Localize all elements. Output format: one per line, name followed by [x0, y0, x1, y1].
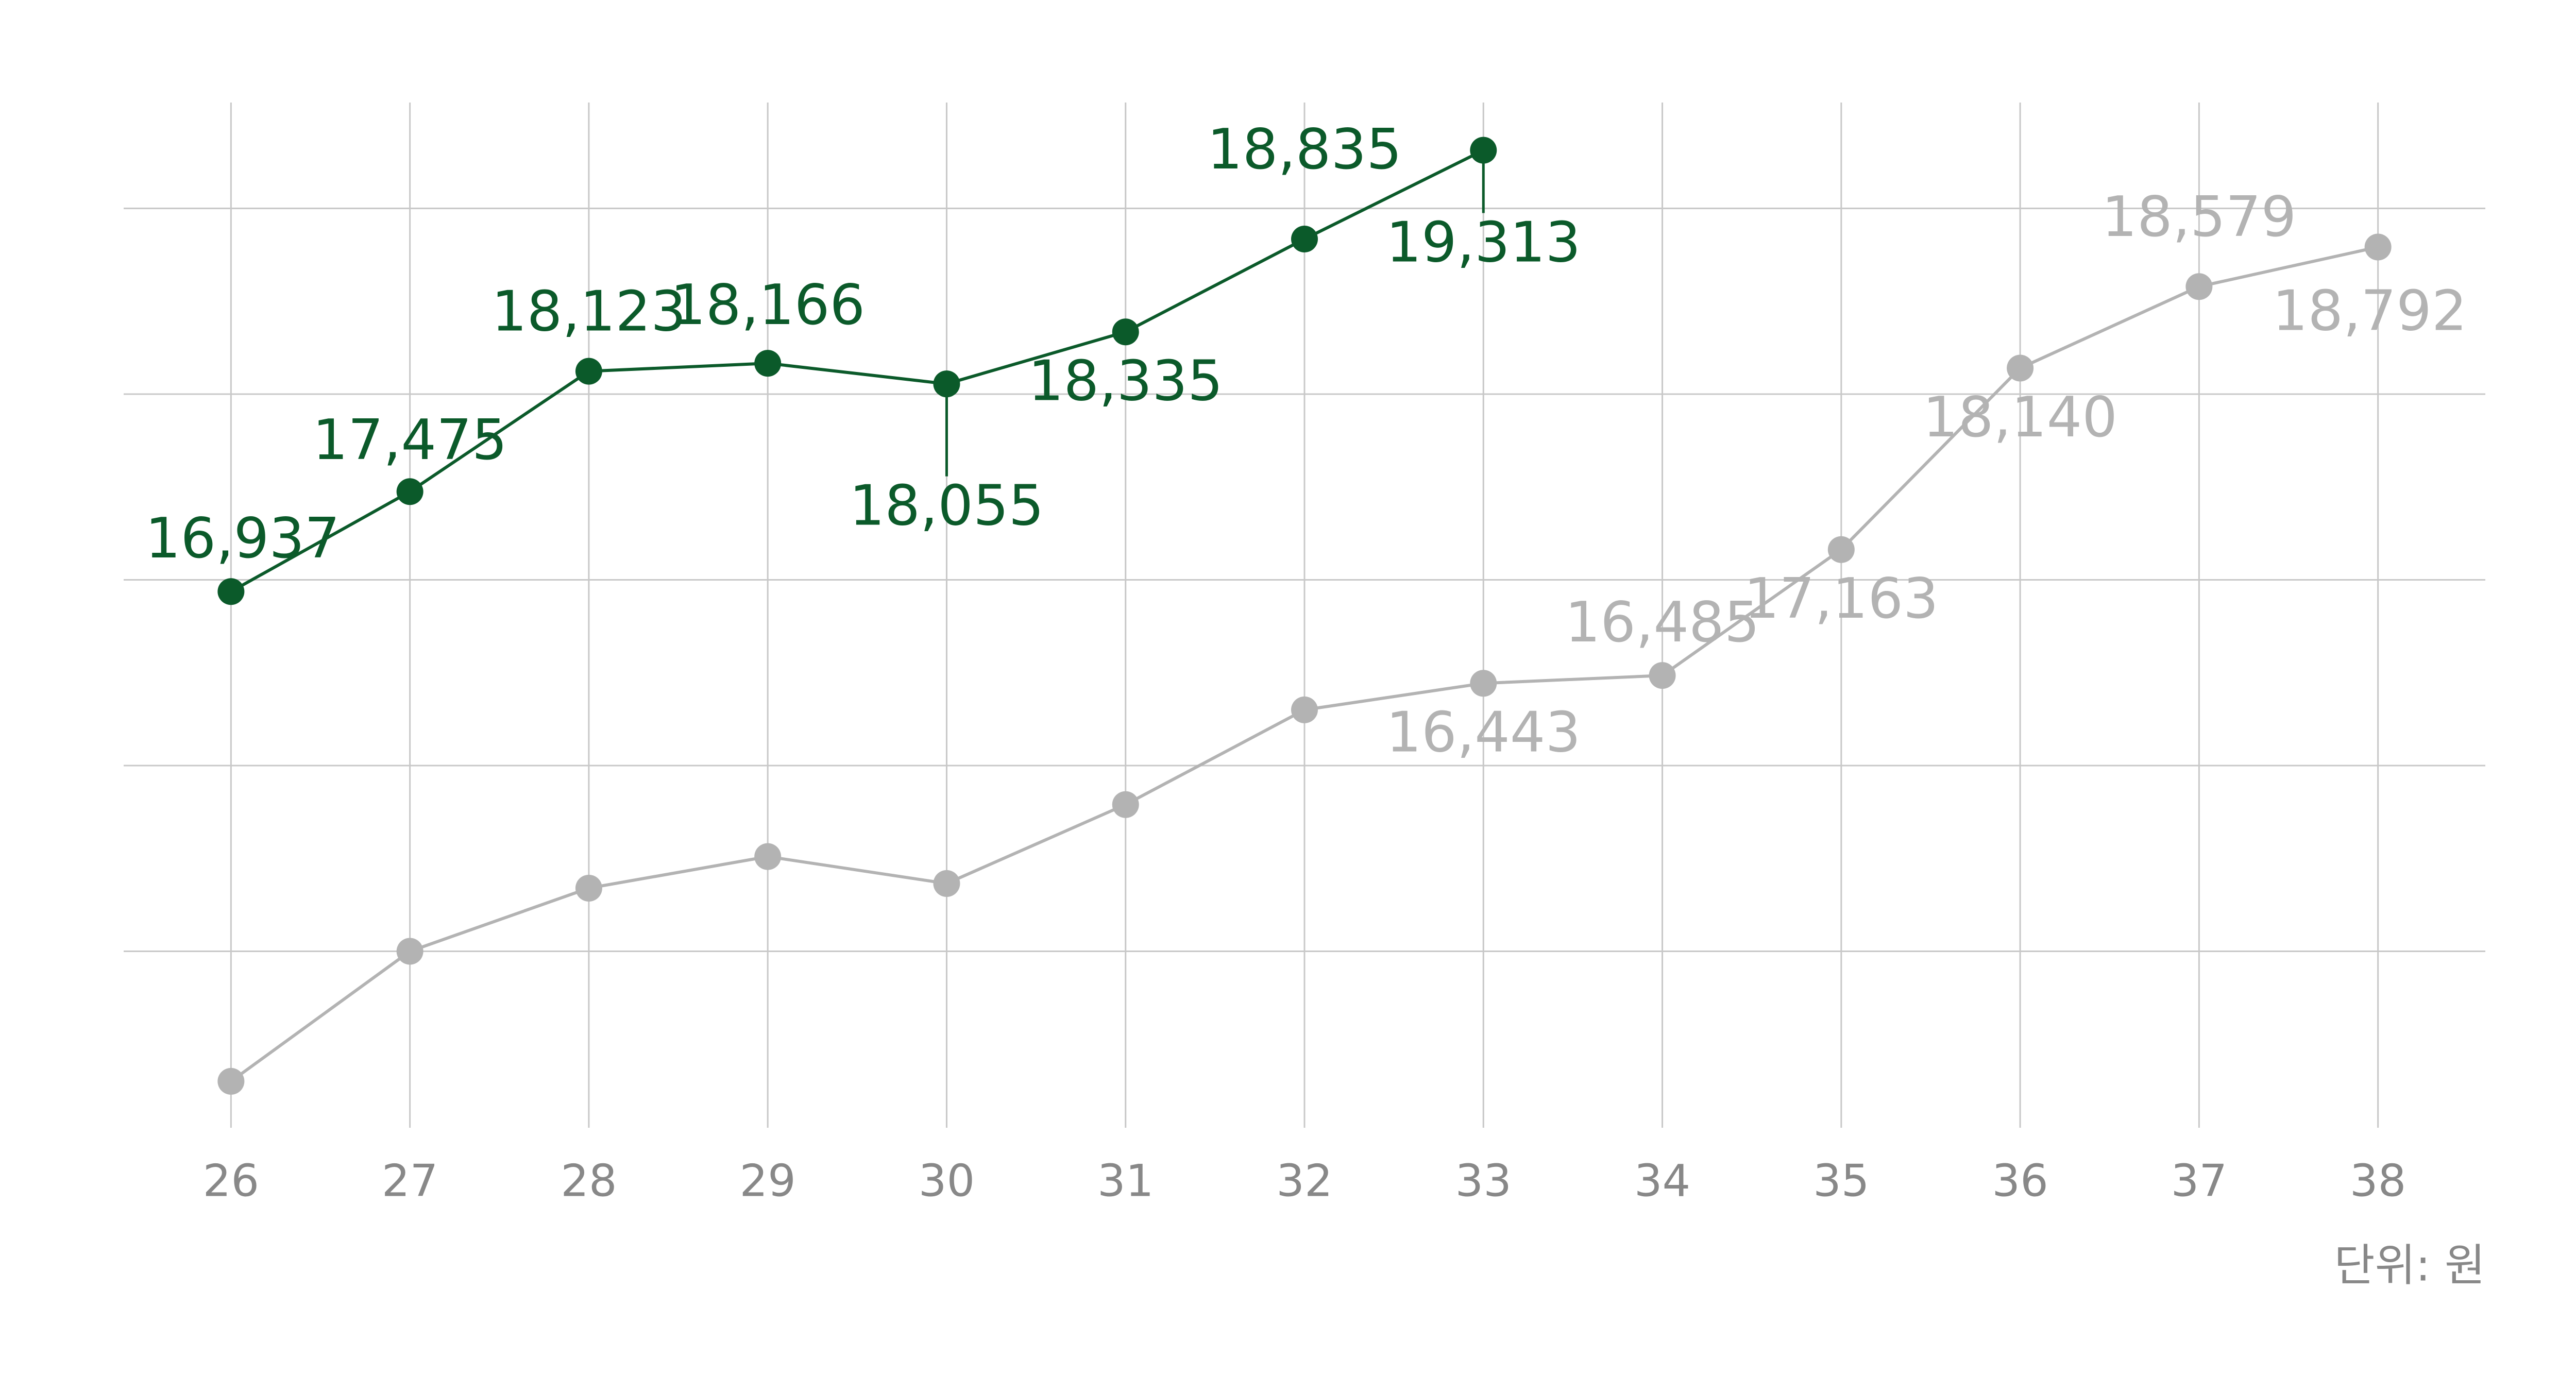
x-tick-label: 32 [1276, 1155, 1332, 1207]
data-label: 16,937 [145, 506, 340, 571]
x-tick-label: 34 [1634, 1155, 1690, 1207]
data-point [1291, 696, 1318, 723]
x-tick-label: 35 [1813, 1155, 1869, 1207]
data-point [2185, 273, 2213, 300]
data-label: 19,313 [1386, 210, 1581, 275]
x-tick-label: 27 [382, 1155, 438, 1207]
x-tick-label: 30 [919, 1155, 975, 1207]
data-point [575, 874, 602, 902]
data-point [1470, 670, 1497, 697]
unit-label: 단위: 원 [2334, 1240, 2485, 1291]
data-point [217, 1067, 245, 1095]
data-point [1827, 536, 1855, 563]
x-tick-label: 38 [2350, 1155, 2406, 1207]
data-point [933, 870, 960, 897]
data-label: 18,579 [2102, 185, 2296, 249]
data-label: 18,166 [670, 273, 865, 337]
x-tick-label: 28 [561, 1155, 617, 1207]
data-label: 17,475 [313, 408, 507, 472]
data-point [396, 478, 423, 505]
data-point [754, 843, 782, 870]
data-label: 18,055 [850, 474, 1044, 538]
data-point [1649, 662, 1676, 689]
data-point [575, 358, 602, 385]
data-point [754, 350, 782, 377]
data-label: 16,485 [1565, 590, 1760, 655]
data-point [2007, 354, 2034, 382]
data-point [217, 578, 245, 605]
data-point [1291, 225, 1318, 252]
x-tick-label: 29 [739, 1155, 795, 1207]
data-point [396, 938, 423, 965]
x-tick-label: 31 [1097, 1155, 1154, 1207]
data-label: 16,443 [1386, 701, 1581, 765]
data-label: 18,140 [1923, 385, 2117, 450]
data-label: 18,335 [1028, 349, 1223, 414]
data-label: 18,123 [492, 279, 686, 344]
x-tick-label: 37 [2171, 1155, 2227, 1207]
data-label: 18,792 [2273, 279, 2467, 344]
data-label: 18,835 [1207, 117, 1402, 182]
x-tick-label: 33 [1455, 1155, 1512, 1207]
data-point [1112, 318, 1139, 346]
data-point [2364, 233, 2392, 261]
x-tick-label: 36 [1992, 1155, 2048, 1207]
data-point [1112, 791, 1139, 818]
x-tick-label: 26 [203, 1155, 259, 1207]
series-line [230, 148, 1484, 593]
data-label: 17,163 [1744, 567, 1939, 631]
